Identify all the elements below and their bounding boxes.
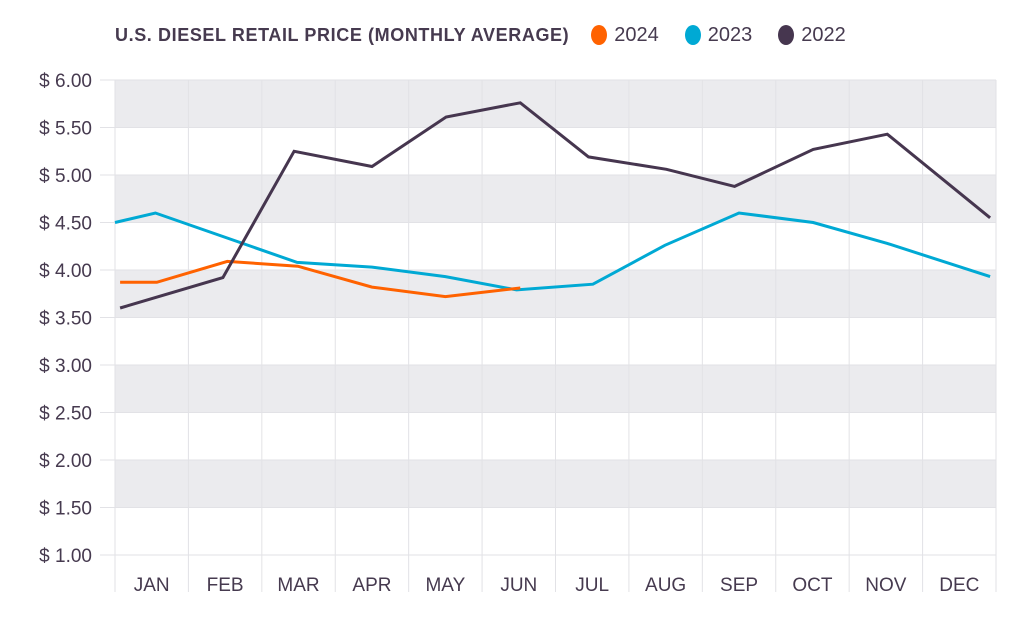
- chart-header: U.S. DIESEL RETAIL PRICE (MONTHLY AVERAG…: [115, 20, 872, 50]
- x-tick-label: DEC: [939, 575, 979, 596]
- legend-label-2023: 2023: [707, 23, 753, 46]
- horizontal-gridlines: [100, 79, 996, 556]
- chart-title: U.S. DIESEL RETAIL PRICE (MONTHLY AVERAG…: [115, 24, 570, 45]
- legend-swatch-2022: [778, 25, 795, 45]
- y-tick-label: $ 2.00: [39, 451, 92, 472]
- x-tick-label: MAR: [277, 575, 319, 596]
- legend-label-2024: 2024: [614, 23, 659, 46]
- x-tick-label: AUG: [645, 575, 686, 596]
- series-line-2024: [120, 259, 521, 299]
- y-tick-label: $ 3.50: [39, 309, 92, 330]
- legend-item-2024[interactable]: 2024: [591, 24, 659, 47]
- y-tick-label: $ 4.50: [39, 214, 92, 235]
- y-tick-label: $ 1.50: [39, 499, 92, 520]
- series-lines: [114, 101, 992, 310]
- legend: 2024 2023 2022: [591, 24, 872, 47]
- x-tick-label: FEB: [207, 575, 244, 596]
- legend-item-2022[interactable]: 2022: [778, 24, 846, 47]
- legend-item-2023[interactable]: 2023: [684, 23, 753, 47]
- y-axis-tick-labels: $ 1.00 $ 1.50 $ 2.00 $ 2.50 $ 3.00 $ 3.50 $ 4.…: [39, 71, 92, 567]
- x-tick-label: OCT: [792, 575, 833, 596]
- y-tick-label: $ 1.00: [39, 546, 92, 567]
- y-tick-label: $ 4.00: [39, 261, 92, 282]
- legend-label-2022: 2022: [801, 23, 846, 46]
- vertical-gridlines: [114, 80, 997, 592]
- y-tick-label: $ 6.00: [39, 71, 92, 92]
- y-tick-label: $ 2.50: [39, 404, 92, 425]
- legend-swatch-2024: [591, 25, 608, 45]
- x-tick-label: NOV: [865, 575, 907, 596]
- x-tick-label: SEP: [720, 575, 758, 596]
- x-tick-label: MAY: [425, 575, 465, 596]
- x-tick-label: JUL: [575, 575, 609, 596]
- series-line-2023: [114, 211, 991, 292]
- y-tick-label: $ 3.00: [39, 356, 92, 377]
- y-tick-label: $ 5.00: [39, 166, 92, 187]
- series-line-2022: [119, 101, 992, 310]
- x-tick-label: JUN: [500, 575, 537, 596]
- y-tick-label: $ 5.50: [39, 119, 92, 140]
- x-axis-tick-labels: JAN FEB MAR APR MAY JUN JUL AUG SEP OCT NOV DEC: [134, 575, 980, 596]
- legend-swatch-2023: [684, 25, 701, 45]
- x-tick-label: APR: [352, 575, 391, 596]
- x-tick-label: JAN: [134, 575, 170, 596]
